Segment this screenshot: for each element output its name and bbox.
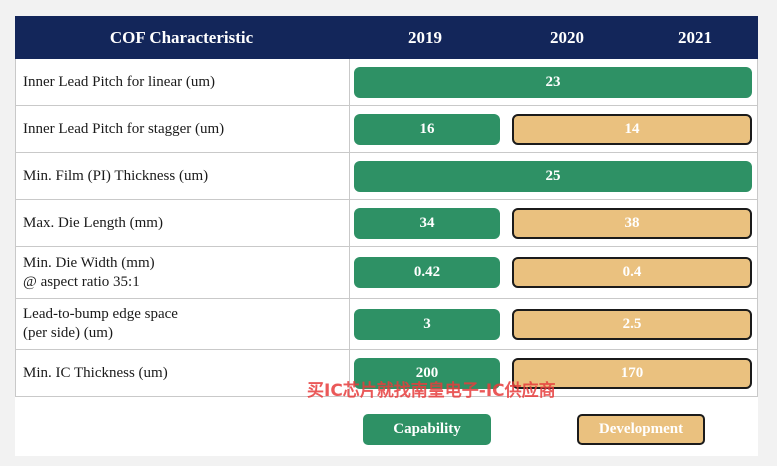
legend-capability: Capability — [363, 414, 491, 445]
development-bar: 14 — [512, 114, 752, 145]
table-row: Min. IC Thickness (um) 200 170 — [16, 350, 757, 396]
watermark-text: 买IC芯片就找南皇电子-IC供应商 — [307, 381, 556, 401]
row-label: Min. Film (PI) Thickness (um) — [23, 167, 209, 184]
table-header: COF Characteristic 2019 2020 2021 — [15, 16, 758, 59]
header-year-2019: 2019 — [408, 28, 442, 47]
table-row: Inner Lead Pitch for linear (um) 23 — [16, 59, 757, 106]
development-bar: 0.4 — [512, 257, 752, 288]
table-row: Max. Die Length (mm) 34 38 — [16, 200, 757, 247]
capability-bar: 3 — [354, 309, 500, 340]
development-bar: 170 — [512, 358, 752, 389]
capability-bar: 0.42 — [354, 257, 500, 288]
header-year-2021: 2021 — [678, 28, 712, 47]
row-label: Min. IC Thickness (um) — [23, 364, 168, 381]
cof-roadmap-card: COF Characteristic 2019 2020 2021 Inner … — [15, 16, 758, 456]
row-label: Inner Lead Pitch for stagger (um) — [23, 120, 225, 137]
capability-bar: 16 — [354, 114, 500, 145]
table-row: Lead-to-bump edge space (per side) (um) … — [16, 299, 757, 350]
header-year-2020: 2020 — [550, 28, 584, 47]
header-characteristic: COF Characteristic — [109, 28, 254, 47]
row-label: Max. Die Length (mm) — [23, 214, 163, 231]
row-label: Min. Die Width (mm) @ aspect ratio 35:1 — [23, 254, 155, 290]
capability-bar: 200 — [354, 358, 500, 389]
row-label: Inner Lead Pitch for linear (um) — [23, 73, 216, 90]
table-row: Inner Lead Pitch for stagger (um) 16 14 — [16, 106, 757, 153]
capability-bar: 23 — [354, 67, 752, 98]
legend-development: Development — [577, 414, 705, 445]
column-divider — [349, 59, 350, 396]
row-label: Lead-to-bump edge space (per side) (um) — [23, 306, 178, 341]
development-bar: 38 — [512, 208, 752, 239]
roadmap-table: Inner Lead Pitch for linear (um) 23 Inne… — [15, 59, 758, 397]
table-row: Min. Film (PI) Thickness (um) 25 — [16, 153, 757, 200]
table-row: Min. Die Width (mm) @ aspect ratio 35:1 … — [16, 247, 757, 299]
capability-bar: 34 — [354, 208, 500, 239]
capability-bar: 25 — [354, 161, 752, 192]
development-bar: 2.5 — [512, 309, 752, 340]
